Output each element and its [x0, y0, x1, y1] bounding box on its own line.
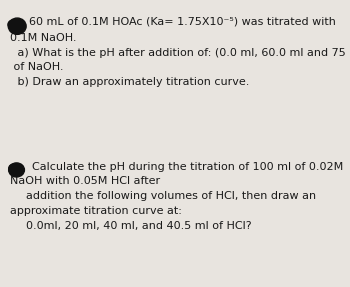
Text: approximate titration curve at:: approximate titration curve at: [10, 206, 182, 216]
Text: of NaOH.: of NaOH. [10, 63, 63, 73]
Text: 0.0ml, 20 ml, 40 ml, and 40.5 ml of HCl?: 0.0ml, 20 ml, 40 ml, and 40.5 ml of HCl? [26, 221, 251, 230]
Ellipse shape [9, 163, 24, 177]
Ellipse shape [8, 18, 26, 34]
Text: Calculate the pH during the titration of 100 ml of 0.02M: Calculate the pH during the titration of… [32, 162, 343, 172]
Ellipse shape [8, 20, 18, 29]
Ellipse shape [9, 164, 18, 172]
Text: a) What is the pH after addition of: (0.0 ml, 60.0 ml and 75 ml): a) What is the pH after addition of: (0.… [14, 48, 350, 58]
Text: NaOH with 0.05M HCl after: NaOH with 0.05M HCl after [10, 177, 160, 187]
Text: 0.1M NaOH.: 0.1M NaOH. [10, 33, 76, 43]
Text: 60 mL of 0.1M HOAc (Ka= 1.75X10⁻⁵) was titrated with: 60 mL of 0.1M HOAc (Ka= 1.75X10⁻⁵) was t… [29, 17, 336, 27]
Text: b) Draw an approximately titration curve.: b) Draw an approximately titration curve… [14, 77, 249, 87]
Text: addition the following volumes of HCl, then draw an: addition the following volumes of HCl, t… [26, 191, 316, 201]
